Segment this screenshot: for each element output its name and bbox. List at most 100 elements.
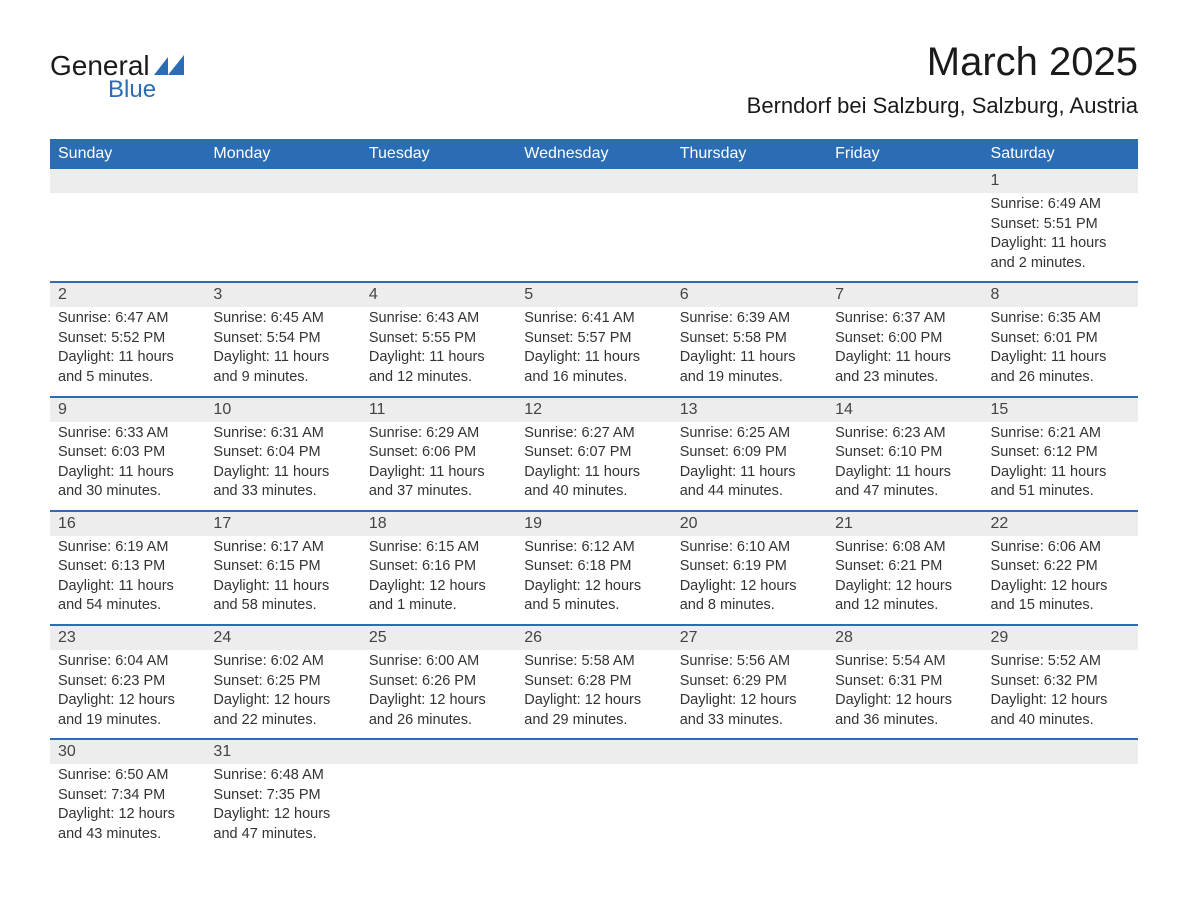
day-content-cell bbox=[516, 764, 671, 852]
sunrise-text: Sunrise: 6:10 AM bbox=[680, 538, 819, 558]
day-content-row: Sunrise: 6:19 AMSunset: 6:13 PMDaylight:… bbox=[50, 536, 1138, 625]
sunrise-text: Sunrise: 6:47 AM bbox=[58, 309, 197, 329]
daylight-text: and 37 minutes. bbox=[369, 482, 508, 502]
sunset-text: Sunset: 6:12 PM bbox=[991, 443, 1130, 463]
daylight-text: Daylight: 11 hours bbox=[213, 463, 352, 483]
daylight-text: and 26 minutes. bbox=[991, 368, 1130, 388]
sunset-text: Sunset: 7:35 PM bbox=[213, 786, 352, 806]
day-content-cell: Sunrise: 5:56 AMSunset: 6:29 PMDaylight:… bbox=[672, 650, 827, 739]
day-number-cell: 11 bbox=[361, 397, 516, 422]
day-content-cell: Sunrise: 6:43 AMSunset: 5:55 PMDaylight:… bbox=[361, 307, 516, 396]
day-content-cell: Sunrise: 6:33 AMSunset: 6:03 PMDaylight:… bbox=[50, 422, 205, 511]
day-content-cell: Sunrise: 6:17 AMSunset: 6:15 PMDaylight:… bbox=[205, 536, 360, 625]
day-content-cell: Sunrise: 6:04 AMSunset: 6:23 PMDaylight:… bbox=[50, 650, 205, 739]
sunrise-text: Sunrise: 6:21 AM bbox=[991, 424, 1130, 444]
day-number-cell bbox=[361, 169, 516, 193]
day-content-cell: Sunrise: 6:25 AMSunset: 6:09 PMDaylight:… bbox=[672, 422, 827, 511]
sunset-text: Sunset: 6:31 PM bbox=[835, 672, 974, 692]
sunset-text: Sunset: 6:13 PM bbox=[58, 557, 197, 577]
sunset-text: Sunset: 6:10 PM bbox=[835, 443, 974, 463]
day-content-cell bbox=[516, 193, 671, 282]
sunset-text: Sunset: 6:04 PM bbox=[213, 443, 352, 463]
day-number-cell: 5 bbox=[516, 282, 671, 307]
daylight-text: and 29 minutes. bbox=[524, 711, 663, 731]
day-content-cell bbox=[672, 193, 827, 282]
sunrise-text: Sunrise: 6:12 AM bbox=[524, 538, 663, 558]
day-number-cell bbox=[672, 739, 827, 764]
sunset-text: Sunset: 6:28 PM bbox=[524, 672, 663, 692]
daylight-text: and 12 minutes. bbox=[369, 368, 508, 388]
day-content-cell: Sunrise: 6:12 AMSunset: 6:18 PMDaylight:… bbox=[516, 536, 671, 625]
day-number-cell: 24 bbox=[205, 625, 360, 650]
day-content-cell bbox=[983, 764, 1138, 852]
sunset-text: Sunset: 6:19 PM bbox=[680, 557, 819, 577]
day-number-cell: 6 bbox=[672, 282, 827, 307]
day-number-row: 2345678 bbox=[50, 282, 1138, 307]
daylight-text: and 40 minutes. bbox=[524, 482, 663, 502]
day-number-cell: 29 bbox=[983, 625, 1138, 650]
sunrise-text: Sunrise: 6:37 AM bbox=[835, 309, 974, 329]
day-content-cell: Sunrise: 6:48 AMSunset: 7:35 PMDaylight:… bbox=[205, 764, 360, 852]
sunrise-text: Sunrise: 6:41 AM bbox=[524, 309, 663, 329]
sunrise-text: Sunrise: 5:58 AM bbox=[524, 652, 663, 672]
day-content-cell: Sunrise: 6:08 AMSunset: 6:21 PMDaylight:… bbox=[827, 536, 982, 625]
daylight-text: and 51 minutes. bbox=[991, 482, 1130, 502]
sunrise-text: Sunrise: 6:33 AM bbox=[58, 424, 197, 444]
sunset-text: Sunset: 6:22 PM bbox=[991, 557, 1130, 577]
daylight-text: Daylight: 12 hours bbox=[213, 805, 352, 825]
daylight-text: Daylight: 11 hours bbox=[58, 577, 197, 597]
sunset-text: Sunset: 6:16 PM bbox=[369, 557, 508, 577]
day-content-row: Sunrise: 6:04 AMSunset: 6:23 PMDaylight:… bbox=[50, 650, 1138, 739]
day-number-cell bbox=[672, 169, 827, 193]
daylight-text: Daylight: 11 hours bbox=[991, 234, 1130, 254]
sunrise-text: Sunrise: 6:08 AM bbox=[835, 538, 974, 558]
day-number-row: 1 bbox=[50, 169, 1138, 193]
day-number-cell: 22 bbox=[983, 511, 1138, 536]
day-content-cell: Sunrise: 6:29 AMSunset: 6:06 PMDaylight:… bbox=[361, 422, 516, 511]
day-number-cell bbox=[983, 739, 1138, 764]
day-content-cell: Sunrise: 6:19 AMSunset: 6:13 PMDaylight:… bbox=[50, 536, 205, 625]
header: General Blue March 2025 Berndorf bei Sal… bbox=[50, 40, 1138, 119]
sunrise-text: Sunrise: 6:17 AM bbox=[213, 538, 352, 558]
sunset-text: Sunset: 6:26 PM bbox=[369, 672, 508, 692]
sunrise-text: Sunrise: 6:48 AM bbox=[213, 766, 352, 786]
day-number-cell bbox=[516, 739, 671, 764]
day-content-row: Sunrise: 6:33 AMSunset: 6:03 PMDaylight:… bbox=[50, 422, 1138, 511]
sunset-text: Sunset: 5:54 PM bbox=[213, 329, 352, 349]
sunrise-text: Sunrise: 5:54 AM bbox=[835, 652, 974, 672]
sunrise-text: Sunrise: 5:56 AM bbox=[680, 652, 819, 672]
daylight-text: Daylight: 11 hours bbox=[213, 348, 352, 368]
daylight-text: and 43 minutes. bbox=[58, 825, 197, 845]
sunrise-text: Sunrise: 6:15 AM bbox=[369, 538, 508, 558]
day-content-row: Sunrise: 6:47 AMSunset: 5:52 PMDaylight:… bbox=[50, 307, 1138, 396]
day-number-cell: 27 bbox=[672, 625, 827, 650]
day-content-cell: Sunrise: 6:45 AMSunset: 5:54 PMDaylight:… bbox=[205, 307, 360, 396]
sunrise-text: Sunrise: 5:52 AM bbox=[991, 652, 1130, 672]
day-number-cell: 1 bbox=[983, 169, 1138, 193]
day-content-cell: Sunrise: 6:31 AMSunset: 6:04 PMDaylight:… bbox=[205, 422, 360, 511]
sunrise-text: Sunrise: 6:29 AM bbox=[369, 424, 508, 444]
sunrise-text: Sunrise: 6:39 AM bbox=[680, 309, 819, 329]
sunset-text: Sunset: 5:57 PM bbox=[524, 329, 663, 349]
logo-text-blue: Blue bbox=[108, 76, 156, 104]
logo: General Blue bbox=[50, 50, 184, 104]
daylight-text: Daylight: 11 hours bbox=[369, 348, 508, 368]
day-content-cell: Sunrise: 6:21 AMSunset: 6:12 PMDaylight:… bbox=[983, 422, 1138, 511]
day-header: Tuesday bbox=[361, 139, 516, 169]
day-number-cell: 3 bbox=[205, 282, 360, 307]
sunrise-text: Sunrise: 6:49 AM bbox=[991, 195, 1130, 215]
day-number-cell: 18 bbox=[361, 511, 516, 536]
day-content-cell: Sunrise: 6:39 AMSunset: 5:58 PMDaylight:… bbox=[672, 307, 827, 396]
daylight-text: and 15 minutes. bbox=[991, 596, 1130, 616]
day-number-cell: 7 bbox=[827, 282, 982, 307]
daylight-text: Daylight: 11 hours bbox=[680, 348, 819, 368]
day-content-row: Sunrise: 6:49 AMSunset: 5:51 PMDaylight:… bbox=[50, 193, 1138, 282]
day-number-cell: 26 bbox=[516, 625, 671, 650]
day-number-cell: 10 bbox=[205, 397, 360, 422]
daylight-text: and 2 minutes. bbox=[991, 254, 1130, 274]
day-header: Sunday bbox=[50, 139, 205, 169]
sunset-text: Sunset: 6:25 PM bbox=[213, 672, 352, 692]
day-number-cell: 31 bbox=[205, 739, 360, 764]
day-number-cell bbox=[827, 169, 982, 193]
day-number-row: 23242526272829 bbox=[50, 625, 1138, 650]
